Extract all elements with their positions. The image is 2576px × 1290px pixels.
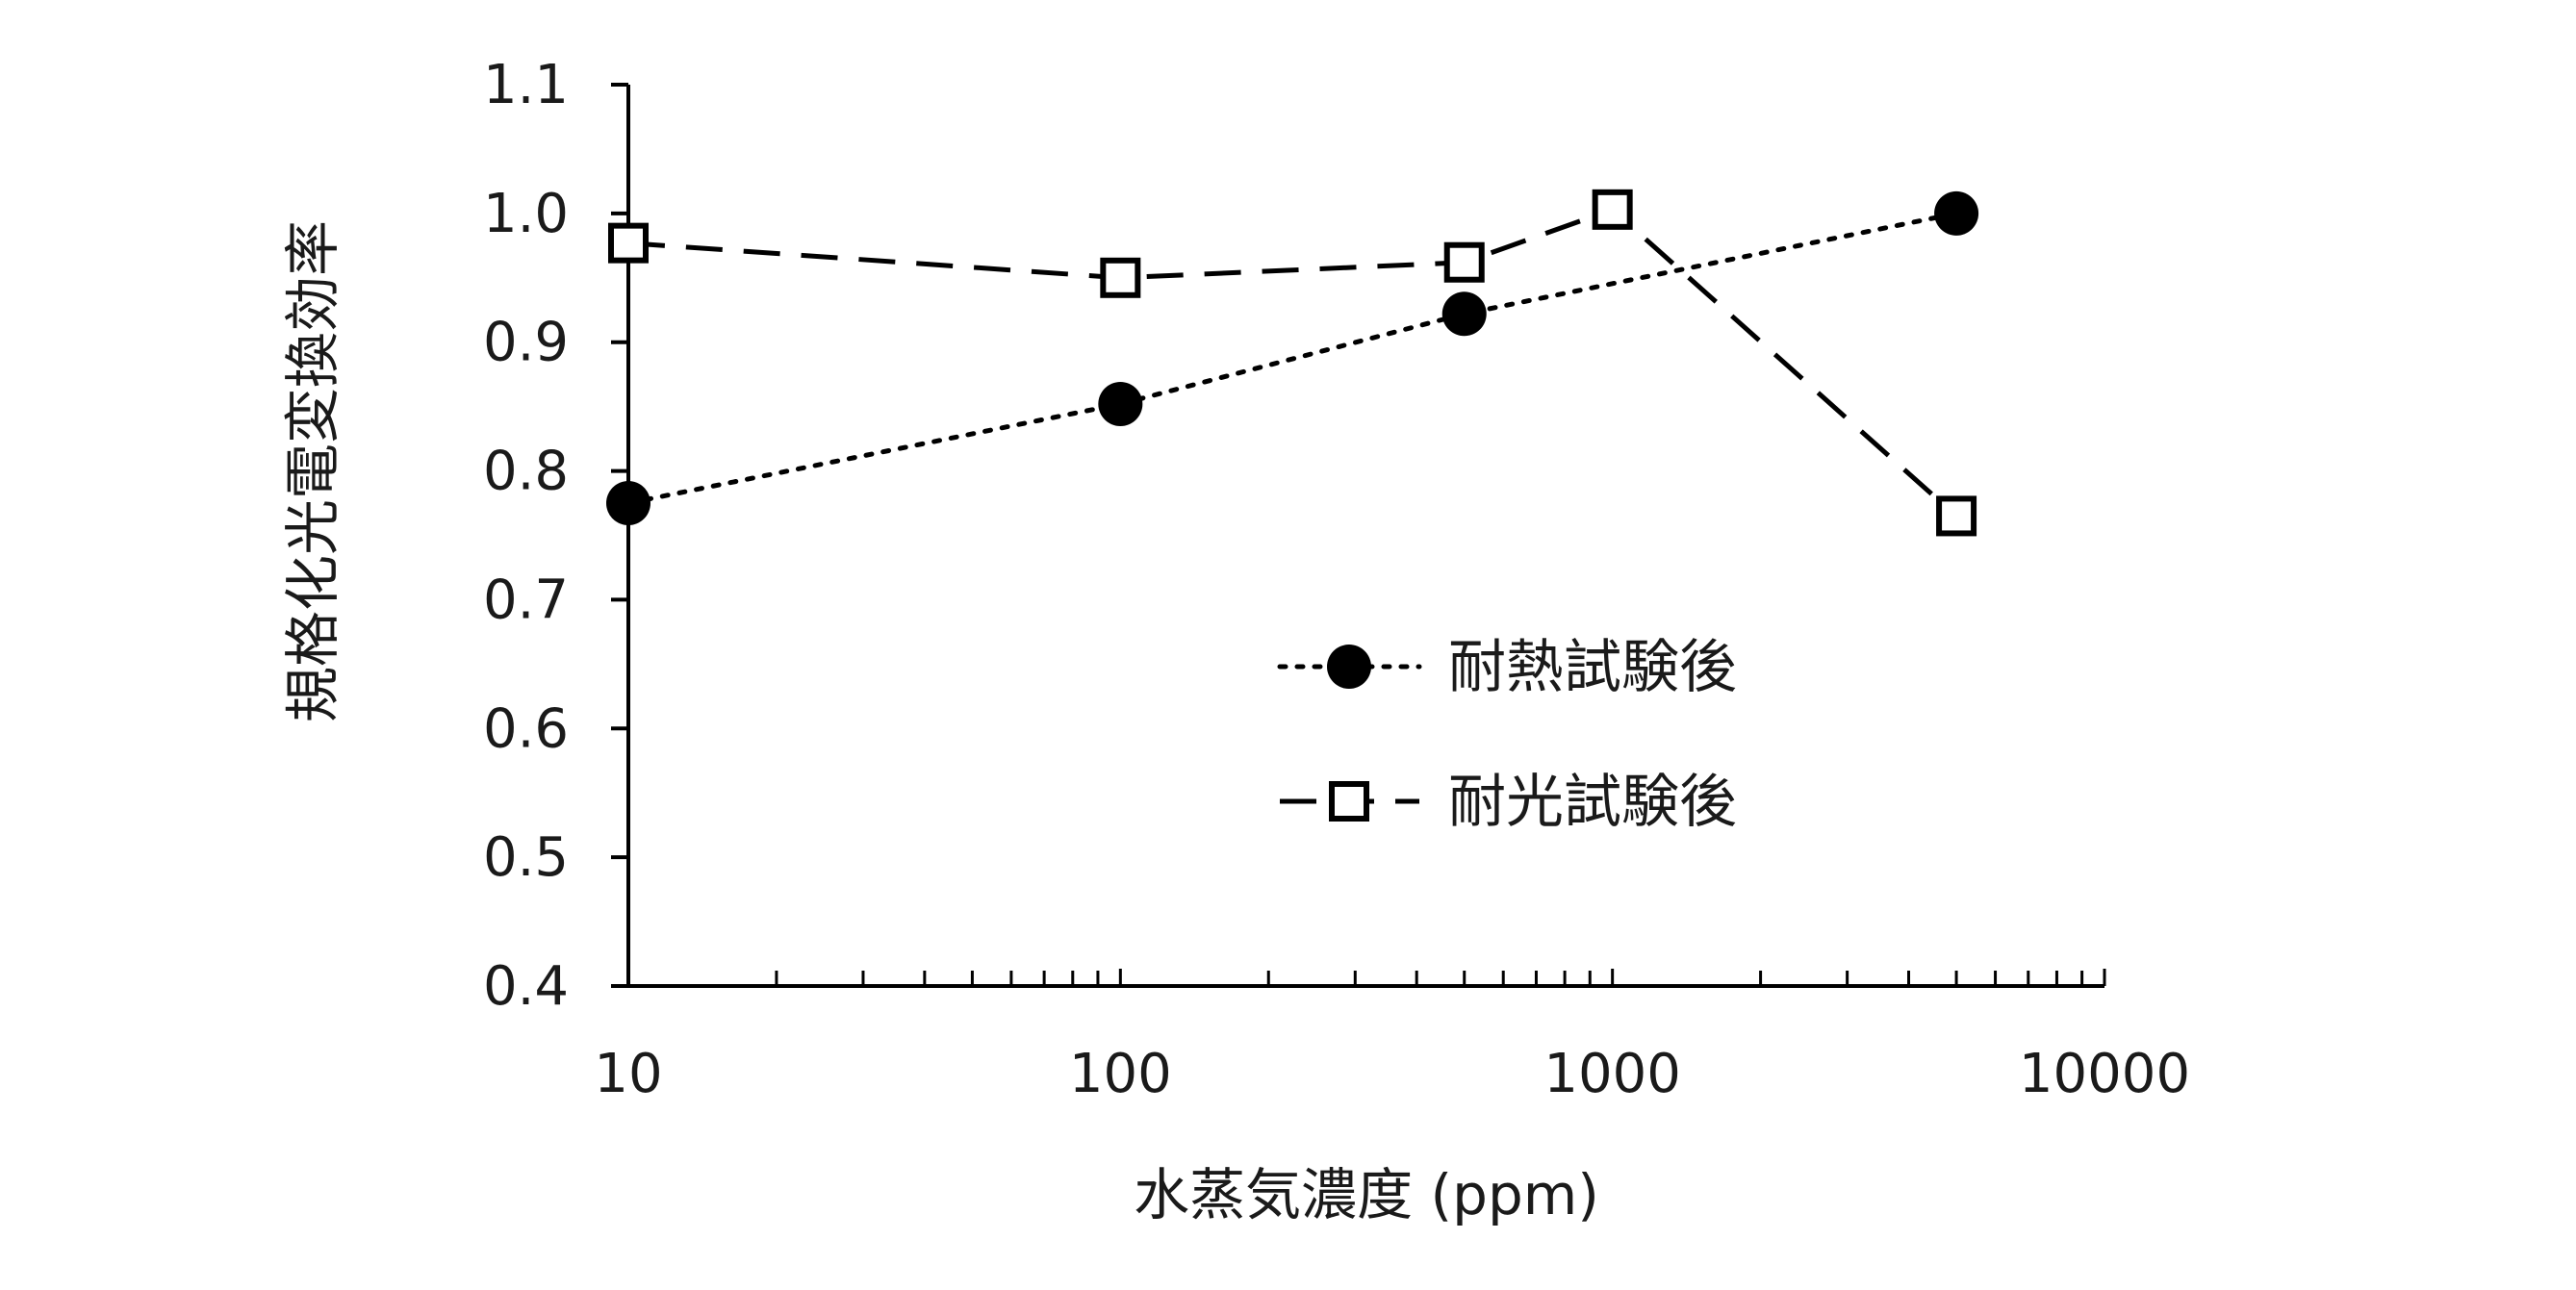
data-point — [1098, 382, 1142, 426]
series-1 — [611, 192, 1974, 534]
x-axis-ticks: 10 100 1000 10000 — [594, 969, 2190, 1105]
y-tick-label: 1.0 — [483, 183, 569, 245]
series-line — [628, 210, 1956, 517]
x-tick-label: 100 — [1069, 1043, 1172, 1105]
y-tick-label: 0.6 — [483, 697, 569, 760]
axes — [628, 85, 2104, 986]
x-axis-title: 水蒸気濃度 (ppm) — [1134, 1162, 1599, 1227]
data-point — [1939, 498, 1974, 533]
data-point — [1447, 245, 1482, 280]
x-tick-label: 10000 — [2019, 1043, 2190, 1105]
data-point — [1934, 191, 1978, 236]
data-point — [1103, 261, 1137, 295]
legend-item: 耐光試験後 — [1280, 769, 1737, 836]
y-axis-title: 規格化光電変換効率 — [280, 220, 345, 722]
legend-item: 耐熱試験後 — [1280, 634, 1737, 701]
data-point — [611, 226, 646, 261]
legend-label: 耐熱試験後 — [1448, 634, 1737, 701]
y-tick-label: 0.5 — [483, 826, 569, 889]
series-0 — [606, 191, 1978, 525]
data-point — [1442, 291, 1487, 336]
y-tick-label: 1.1 — [483, 54, 569, 116]
data-point — [606, 481, 650, 525]
y-tick-label: 0.8 — [483, 441, 569, 503]
y-axis-ticks: 0.4 0.5 0.6 0.7 0.8 0.9 1.0 1.1 — [483, 54, 628, 1018]
legend-marker — [1332, 784, 1366, 819]
x-tick-label: 1000 — [1543, 1043, 1681, 1105]
y-tick-label: 0.7 — [483, 569, 569, 631]
legend-marker — [1327, 645, 1371, 689]
y-tick-label: 0.9 — [483, 312, 569, 374]
x-tick-label: 10 — [594, 1043, 662, 1105]
y-tick-label: 0.4 — [483, 955, 569, 1018]
series-layer — [606, 191, 1978, 534]
legend-label: 耐光試験後 — [1448, 769, 1737, 836]
legend: 耐熱試験後耐光試験後 — [1280, 634, 1737, 836]
data-point — [1595, 192, 1630, 227]
